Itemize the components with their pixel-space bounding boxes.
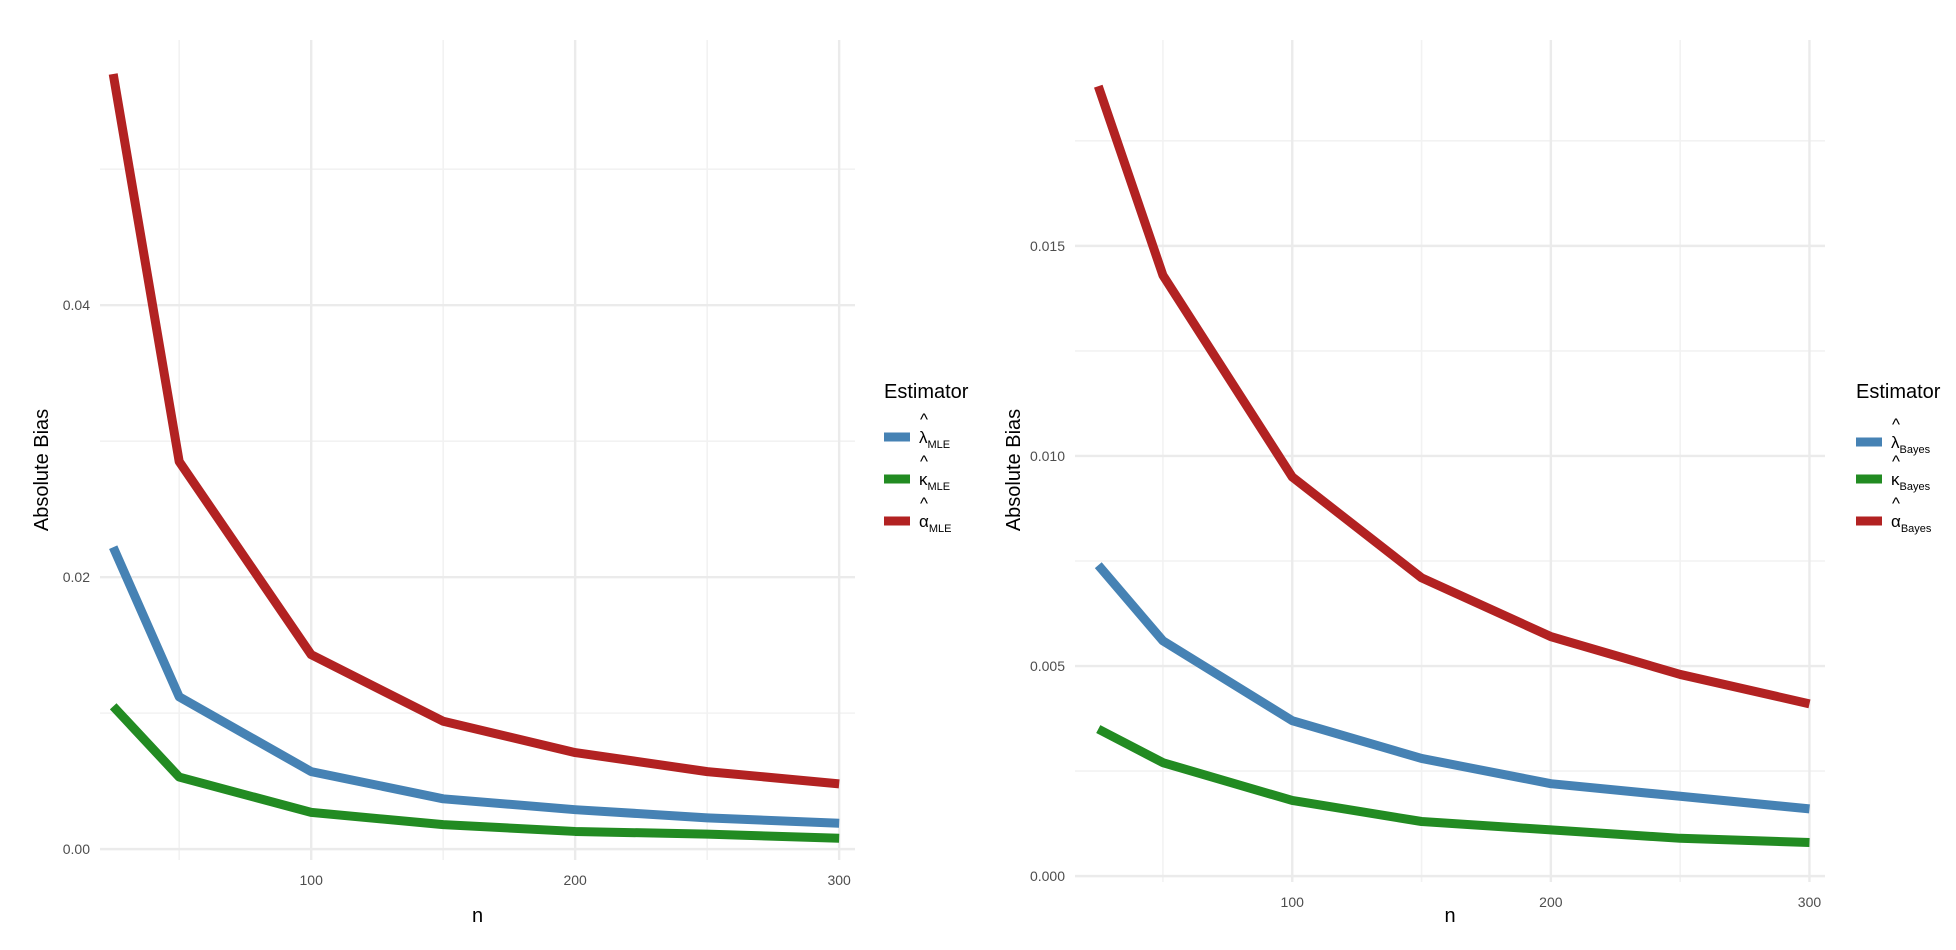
tick-labels: 100 200 300 0.000 0.005 0.010 0.015 — [1030, 238, 1821, 910]
series-line-kappa — [109, 703, 840, 843]
legend-symbol: α — [919, 512, 929, 531]
legend-symbol: λ — [919, 428, 928, 447]
gridlines — [1075, 40, 1825, 882]
legend-label-alpha: αMLE — [919, 512, 951, 535]
y-tick-label: 0.010 — [1030, 448, 1065, 464]
legend-label-lambda: λBayes — [1891, 433, 1931, 456]
x-tick-label: 300 — [1798, 894, 1822, 910]
legend-label-lambda: λMLE — [919, 428, 950, 451]
y-tick-label: 0.02 — [63, 569, 90, 585]
y-axis-title: Absolute Bias — [31, 409, 53, 531]
legend-title: Estimator — [1856, 381, 1941, 403]
legend-label-kappa: κBayes — [1891, 470, 1931, 493]
legend-label-kappa: κMLE — [919, 470, 950, 493]
x-tick-label: 200 — [1539, 894, 1563, 910]
chart-panel-2: 100 200 300 0.000 0.005 0.010 0.015 n Absolute B… — [1003, 40, 1941, 927]
legend-subscript: Bayes — [1900, 481, 1931, 493]
series-line-lambda — [1094, 562, 1810, 814]
series-line-alpha — [108, 73, 840, 789]
legend-hat: ^ — [920, 410, 928, 429]
legend-symbol: α — [1891, 512, 1901, 531]
legend-subscript: MLE — [929, 523, 952, 535]
legend-hat: ^ — [1892, 452, 1900, 471]
legend-subscript: Bayes — [1901, 523, 1932, 535]
legend-symbol: κ — [1891, 470, 1900, 489]
x-tick-label: 300 — [827, 872, 851, 888]
legend-title: Estimator — [884, 381, 969, 403]
tick-labels: 100 200 300 0.00 0.02 0.04 — [63, 297, 851, 888]
legend-hat: ^ — [1892, 415, 1900, 434]
legend-hat: ^ — [920, 494, 928, 513]
y-tick-label: 0.000 — [1030, 868, 1065, 884]
legend-hat: ^ — [920, 452, 928, 471]
series-line-kappa — [1096, 725, 1810, 848]
series-lines — [108, 73, 840, 843]
gridlines — [100, 40, 855, 860]
y-tick-label: 0.00 — [63, 841, 90, 857]
legend-subscript: Bayes — [1900, 444, 1931, 456]
y-axis-title: Absolute Bias — [1003, 409, 1025, 531]
legend-subscript: MLE — [928, 439, 951, 451]
x-tick-label: 100 — [1281, 894, 1305, 910]
legend: Estimator^λMLE^κMLE^αMLE — [884, 381, 969, 535]
x-tick-label: 200 — [563, 872, 587, 888]
legend-symbol: λ — [1891, 433, 1900, 452]
y-tick-label: 0.04 — [63, 297, 90, 313]
series-lines — [1094, 84, 1811, 848]
y-tick-label: 0.015 — [1030, 238, 1065, 254]
x-tick-label: 100 — [300, 872, 324, 888]
legend-symbol: κ — [919, 470, 928, 489]
x-axis-title: n — [472, 905, 483, 927]
chart-panel-1: 100 200 300 0.00 0.02 0.04 n Absolute Bias Estim… — [31, 40, 969, 927]
series-line-lambda — [109, 545, 840, 828]
x-axis-title: n — [1444, 905, 1455, 927]
series-line-alpha — [1094, 84, 1811, 709]
y-tick-label: 0.005 — [1030, 658, 1065, 674]
legend-subscript: MLE — [928, 481, 951, 493]
legend-hat: ^ — [1892, 494, 1900, 513]
legend: Estimator^λBayes^κBayes^αBayes — [1856, 381, 1941, 535]
legend-label-alpha: αBayes — [1891, 512, 1932, 535]
